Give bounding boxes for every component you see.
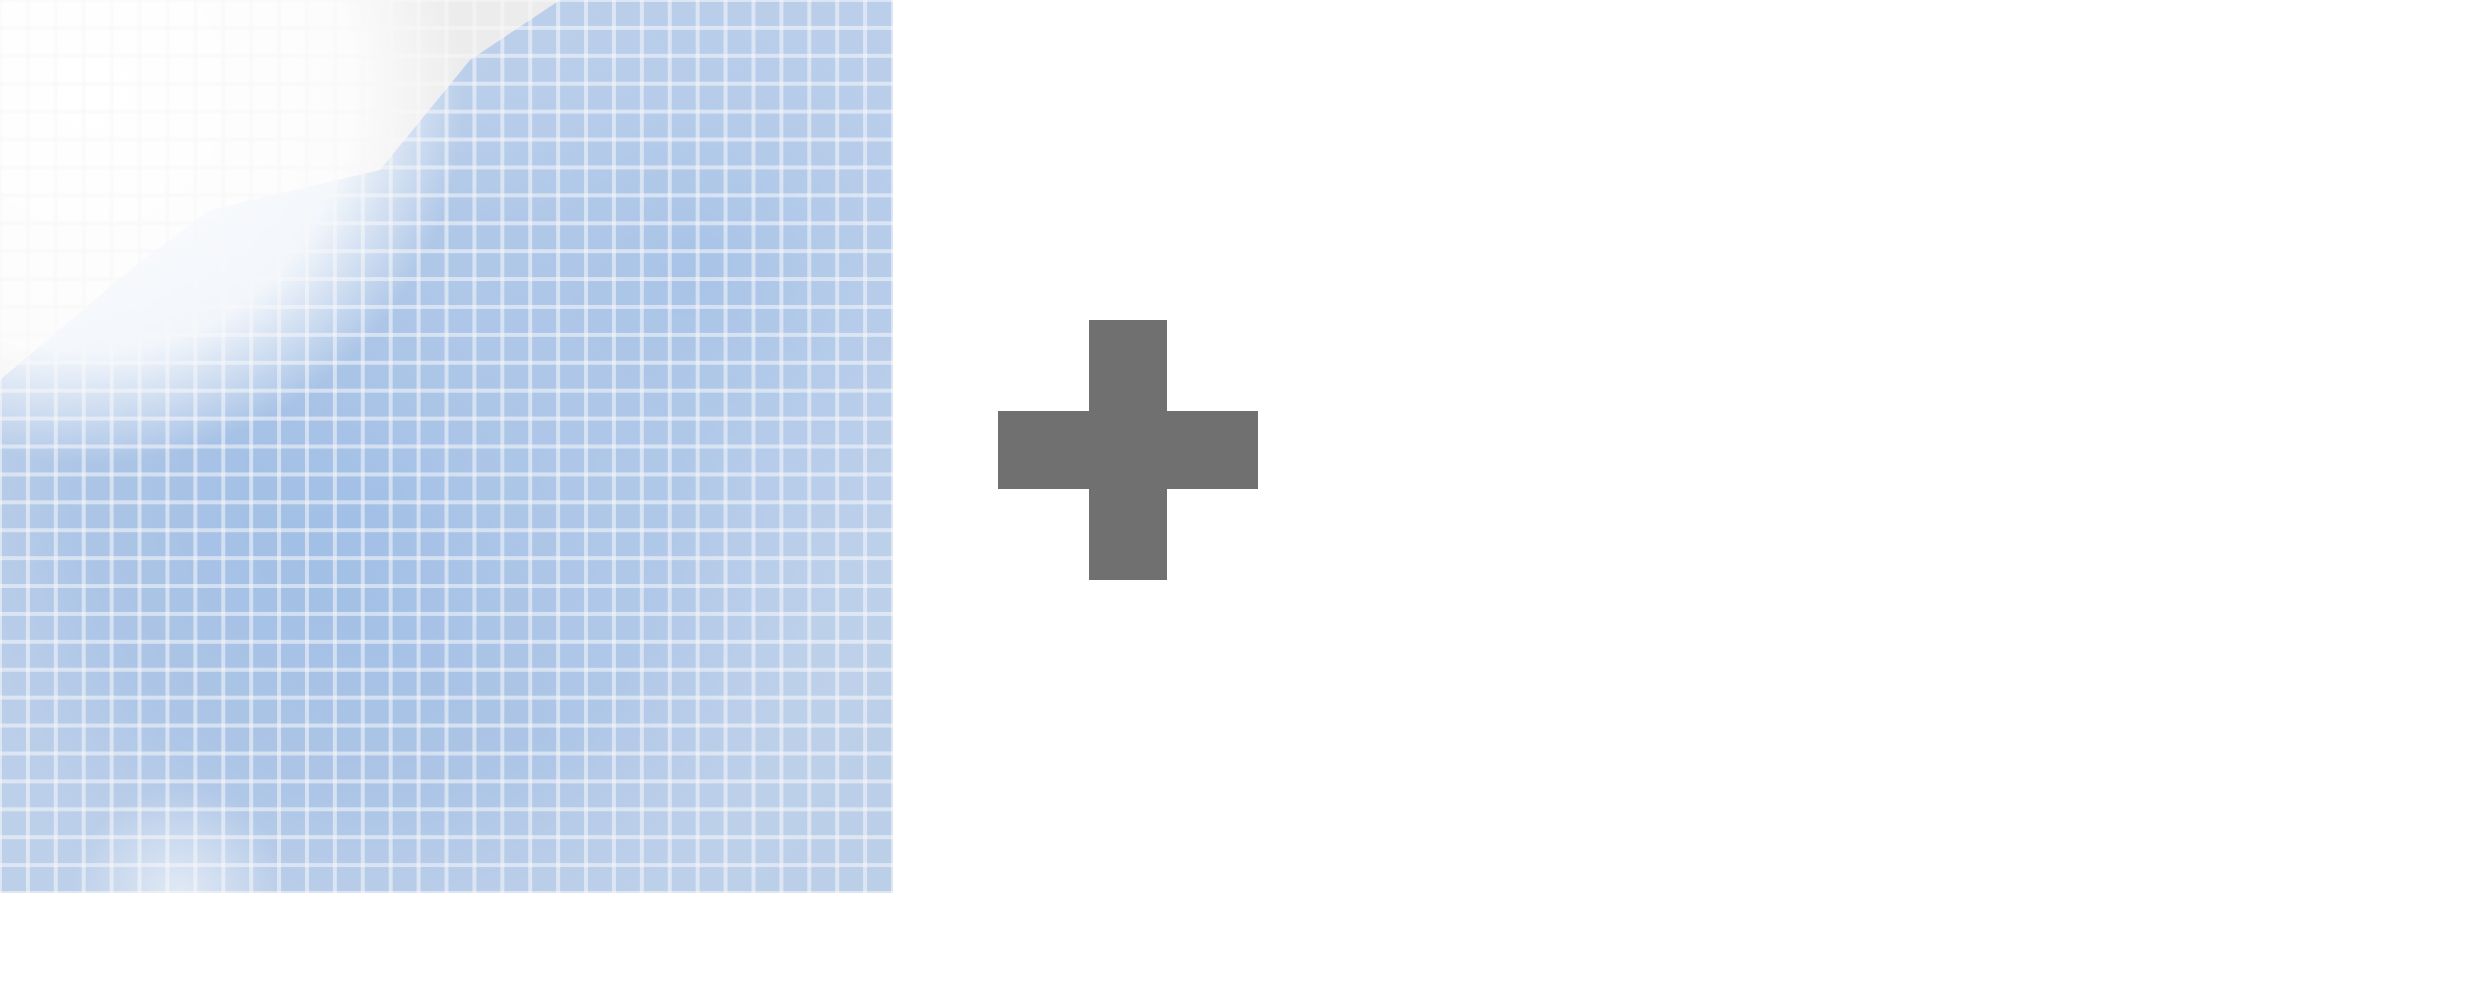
tile-gap-horizontal — [0, 332, 893, 337]
tile-gap-horizontal — [0, 807, 893, 812]
tile-gap-horizontal — [0, 723, 893, 728]
color-tile-panel — [0, 0, 893, 893]
tile-gap-horizontal — [0, 863, 893, 868]
tile-gap-horizontal — [0, 472, 893, 477]
tile-gap-horizontal — [0, 416, 893, 421]
tile-gap-horizontal — [0, 639, 893, 644]
tile-gap-horizontal — [0, 221, 893, 226]
tile-gap-horizontal — [0, 137, 893, 142]
tile-gap-horizontal — [0, 835, 893, 840]
tile-gap-horizontal — [0, 193, 893, 198]
tile-gap-horizontal — [0, 528, 893, 533]
tile-gap-horizontal — [0, 500, 893, 505]
tile-gap-horizontal — [0, 109, 893, 114]
tile-gap-horizontal — [0, 360, 893, 365]
tile-grid — [0, 0, 893, 893]
tile-gap-horizontal — [0, 891, 893, 893]
tile-gap-horizontal — [0, 0, 893, 2]
tile-gap-horizontal — [0, 556, 893, 561]
tile-gap-horizontal — [0, 304, 893, 309]
tile-gap-horizontal — [0, 667, 893, 672]
plus-icon[interactable] — [998, 320, 1258, 580]
tile-gap-horizontal — [0, 53, 893, 58]
plus-horizontal-bar — [998, 411, 1258, 489]
tile-gap-horizontal — [0, 25, 893, 30]
tile-gap-horizontal — [0, 695, 893, 700]
tile-overlay — [0, 0, 893, 893]
tile-gap-horizontal — [0, 249, 893, 254]
tile-gap-horizontal — [0, 277, 893, 282]
tile-gap-horizontal — [0, 165, 893, 170]
tile-gap-horizontal — [0, 584, 893, 589]
tile-gap-horizontal — [0, 444, 893, 449]
tile-gap-horizontal — [0, 611, 893, 616]
tile-gap-horizontal — [0, 388, 893, 393]
tile-gap-horizontal — [0, 751, 893, 756]
tile-gap-horizontal — [0, 81, 893, 86]
tile-gap-horizontal — [0, 779, 893, 784]
